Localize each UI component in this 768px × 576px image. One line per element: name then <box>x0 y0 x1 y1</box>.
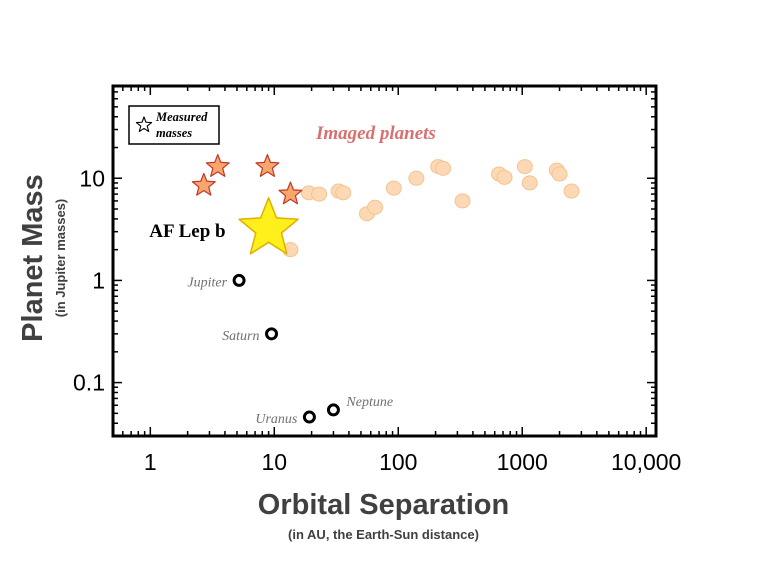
solar-planet-neptune <box>326 403 340 417</box>
imaged-planet-point <box>551 166 568 182</box>
series-measured-masses <box>191 154 303 205</box>
y-axis-subtitle: (in Jupiter masses) <box>53 199 68 318</box>
y-tick-label: 1 <box>92 267 105 293</box>
x-tick-label: 100 <box>379 449 417 475</box>
imaged-planet-point <box>496 169 513 185</box>
imaged-planet-point <box>408 170 425 186</box>
measured-mass-star <box>191 172 216 196</box>
imaged-planet-point <box>385 180 402 196</box>
solar-planet-label-jupiter: Jupiter <box>187 275 227 290</box>
series-imaged-planets <box>282 159 580 258</box>
measured-mass-star <box>205 154 230 177</box>
x-tick-label: 10,000 <box>611 449 681 475</box>
imaged-planet-point <box>435 160 452 176</box>
legend-label-line2: masses <box>156 126 192 140</box>
solar-planet-label-neptune: Neptune <box>345 395 393 410</box>
af-lep-b-star <box>238 197 299 255</box>
imaged-planet-point <box>516 159 533 175</box>
imaged-planet-point <box>454 193 471 209</box>
measured-mass-star <box>255 154 280 177</box>
series-af-lep-b <box>238 197 299 255</box>
y-tick-label: 0.1 <box>73 370 105 396</box>
solar-planet-jupiter <box>232 273 246 287</box>
imaged-planet-point <box>367 199 384 215</box>
imaged-planet-point <box>311 186 328 202</box>
x-tick-label: 1000 <box>497 449 548 475</box>
af-lep-b-label: AF Lep b <box>149 221 225 242</box>
tick-marks <box>112 85 656 437</box>
series-solar-system <box>232 273 340 424</box>
x-tick-label: 10 <box>261 449 287 475</box>
plot-frame <box>111 84 658 438</box>
imaged-planets-annotation: Imaged planets <box>315 123 436 144</box>
solar-planet-saturn <box>265 327 279 341</box>
solar-planet-uranus <box>302 410 316 424</box>
legend-star-icon <box>135 116 153 133</box>
legend: Measured masses <box>128 105 220 145</box>
imaged-planet-point <box>521 175 538 191</box>
imaged-planet-point <box>563 183 580 199</box>
measured-mass-star <box>278 181 303 205</box>
x-axis-title: Orbital Separation <box>258 489 509 521</box>
y-tick-label: 10 <box>79 165 105 191</box>
y-axis-title: Planet Mass <box>17 174 49 342</box>
solar-planet-label-saturn: Saturn <box>222 329 259 344</box>
imaged-planet-point <box>335 185 352 201</box>
solar-planet-label-uranus: Uranus <box>255 412 298 427</box>
x-axis-subtitle: (in AU, the Earth-Sun distance) <box>288 527 479 542</box>
legend-label-line1: Measured <box>155 110 208 124</box>
x-tick-label: 1 <box>144 449 157 475</box>
